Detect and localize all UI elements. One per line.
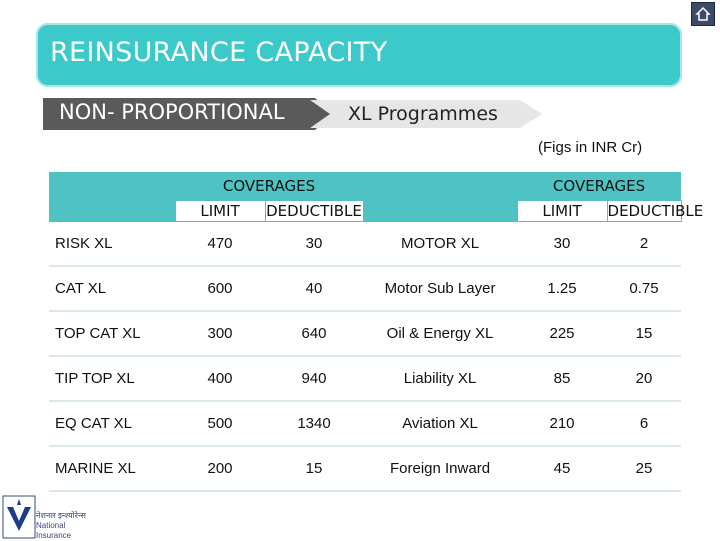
deductible-cell: 15 [607, 311, 682, 357]
deductible-cell: 1340 [265, 401, 364, 447]
limit-cell: 85 [517, 356, 608, 402]
table-row: MARINE XL 200 15 Foreign Inward 45 25 [49, 446, 682, 492]
cover-name: MOTOR XL [363, 221, 518, 267]
coverages-table: COVERAGES COVERAGES LIMIT DEDUCTIBLE LIM… [49, 172, 704, 492]
col-header-deductible-left: DEDUCTIBLE [264, 200, 364, 222]
page-title: REINSURANCE CAPACITY [50, 37, 388, 68]
deductible-cell: 30 [265, 221, 364, 267]
national-insurance-logo-icon [2, 495, 36, 539]
limit-cell: 210 [517, 401, 608, 447]
units-note: (Figs in INR Cr) [538, 139, 643, 156]
title-bar: REINSURANCE CAPACITY [36, 23, 682, 87]
deductible-cell: 2 [607, 221, 682, 267]
limit-cell: 45 [517, 446, 608, 492]
col-header-deductible-right: DEDUCTIBLE [606, 200, 704, 222]
breadcrumb-step-xl-programmes: XL Programmes [310, 100, 542, 128]
home-button[interactable] [691, 2, 715, 26]
group-header-right: COVERAGES [517, 172, 682, 201]
breadcrumb-step-non-proportional: NON- PROPORTIONAL [43, 98, 333, 130]
cover-name: Foreign Inward [363, 446, 518, 492]
table-row: EQ CAT XL 500 1340 Aviation XL 210 6 [49, 401, 682, 447]
logo-text-english: National Insurance [36, 521, 72, 540]
limit-cell: 225 [517, 311, 608, 357]
cover-name: Liability XL [363, 356, 518, 402]
table-row: TOP CAT XL 300 640 Oil & Energy XL 225 1… [49, 311, 682, 357]
deductible-cell: 20 [607, 356, 682, 402]
cover-name: RISK XL [49, 221, 175, 267]
limit-cell: 400 [175, 356, 265, 402]
table-column-header: LIMIT DEDUCTIBLE LIMIT DEDUCTIBLE [49, 200, 704, 222]
logo-text-hindi: नेशनल इन्श्योरेन्स [36, 511, 86, 520]
cover-name: TOP CAT XL [49, 311, 175, 357]
breadcrumb-step1-label: NON- PROPORTIONAL [59, 100, 285, 124]
cover-name: Aviation XL [363, 401, 518, 447]
table-row: CAT XL 600 40 Motor Sub Layer 1.25 0.75 [49, 266, 682, 312]
deductible-cell: 940 [265, 356, 364, 402]
limit-cell: 1.25 [517, 266, 608, 312]
col-header-limit-left: LIMIT [174, 200, 266, 222]
deductible-cell: 6 [607, 401, 682, 447]
cover-name: EQ CAT XL [49, 401, 175, 447]
limit-cell: 200 [175, 446, 265, 492]
limit-cell: 30 [517, 221, 608, 267]
table-row: RISK XL 470 30 MOTOR XL 30 2 [49, 221, 682, 267]
limit-cell: 500 [175, 401, 265, 447]
table-group-header: COVERAGES COVERAGES [49, 172, 682, 201]
col-header-limit-right: LIMIT [516, 200, 608, 222]
deductible-cell: 640 [265, 311, 364, 357]
cover-name: CAT XL [49, 266, 175, 312]
deductible-cell: 0.75 [607, 266, 682, 312]
group-header-left: COVERAGES [175, 172, 364, 201]
company-logo: नेशनल इन्श्योरेन्स National Insurance [0, 493, 96, 540]
limit-cell: 600 [175, 266, 265, 312]
cover-name: TIP TOP XL [49, 356, 175, 402]
deductible-cell: 40 [265, 266, 364, 312]
deductible-cell: 15 [265, 446, 364, 492]
cover-name: Motor Sub Layer [363, 266, 518, 312]
breadcrumb-step2-label: XL Programmes [348, 103, 498, 125]
limit-cell: 300 [175, 311, 265, 357]
cover-name: MARINE XL [49, 446, 175, 492]
table-row: TIP TOP XL 400 940 Liability XL 85 20 [49, 356, 682, 402]
cover-name: Oil & Energy XL [363, 311, 518, 357]
home-icon [695, 6, 711, 21]
limit-cell: 470 [175, 221, 265, 267]
deductible-cell: 25 [607, 446, 682, 492]
